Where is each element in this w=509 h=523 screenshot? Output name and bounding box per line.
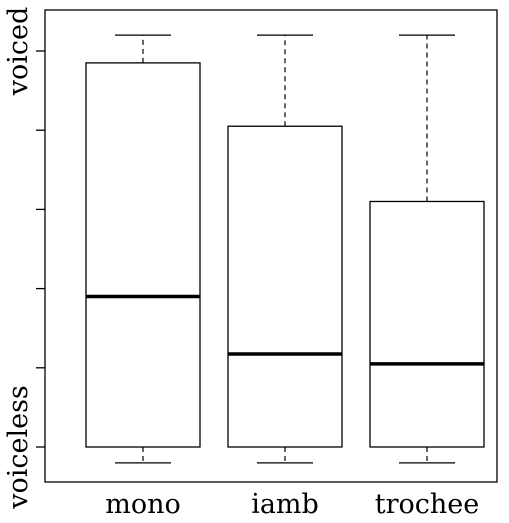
box-mono — [85, 34, 201, 464]
box-rect-mono — [85, 62, 201, 448]
box-trochee — [369, 34, 485, 464]
box-iamb — [227, 34, 343, 464]
box-rect-trochee — [369, 200, 485, 448]
y-tick-label-voiceless: voiceless — [3, 385, 34, 510]
box-rect-iamb — [227, 125, 343, 448]
x-tick-label-trochee: trochee — [375, 489, 479, 520]
x-tick-label-iamb: iamb — [251, 489, 319, 520]
x-tick-label-mono: mono — [105, 489, 181, 520]
plot-frame — [44, 9, 498, 483]
boxes — [85, 34, 485, 464]
y-axis — [36, 50, 45, 448]
x-axis-labels: mono iamb trochee — [105, 489, 479, 520]
plot-border — [44, 9, 498, 483]
y-tick-label-voiced: voiced — [3, 7, 34, 97]
